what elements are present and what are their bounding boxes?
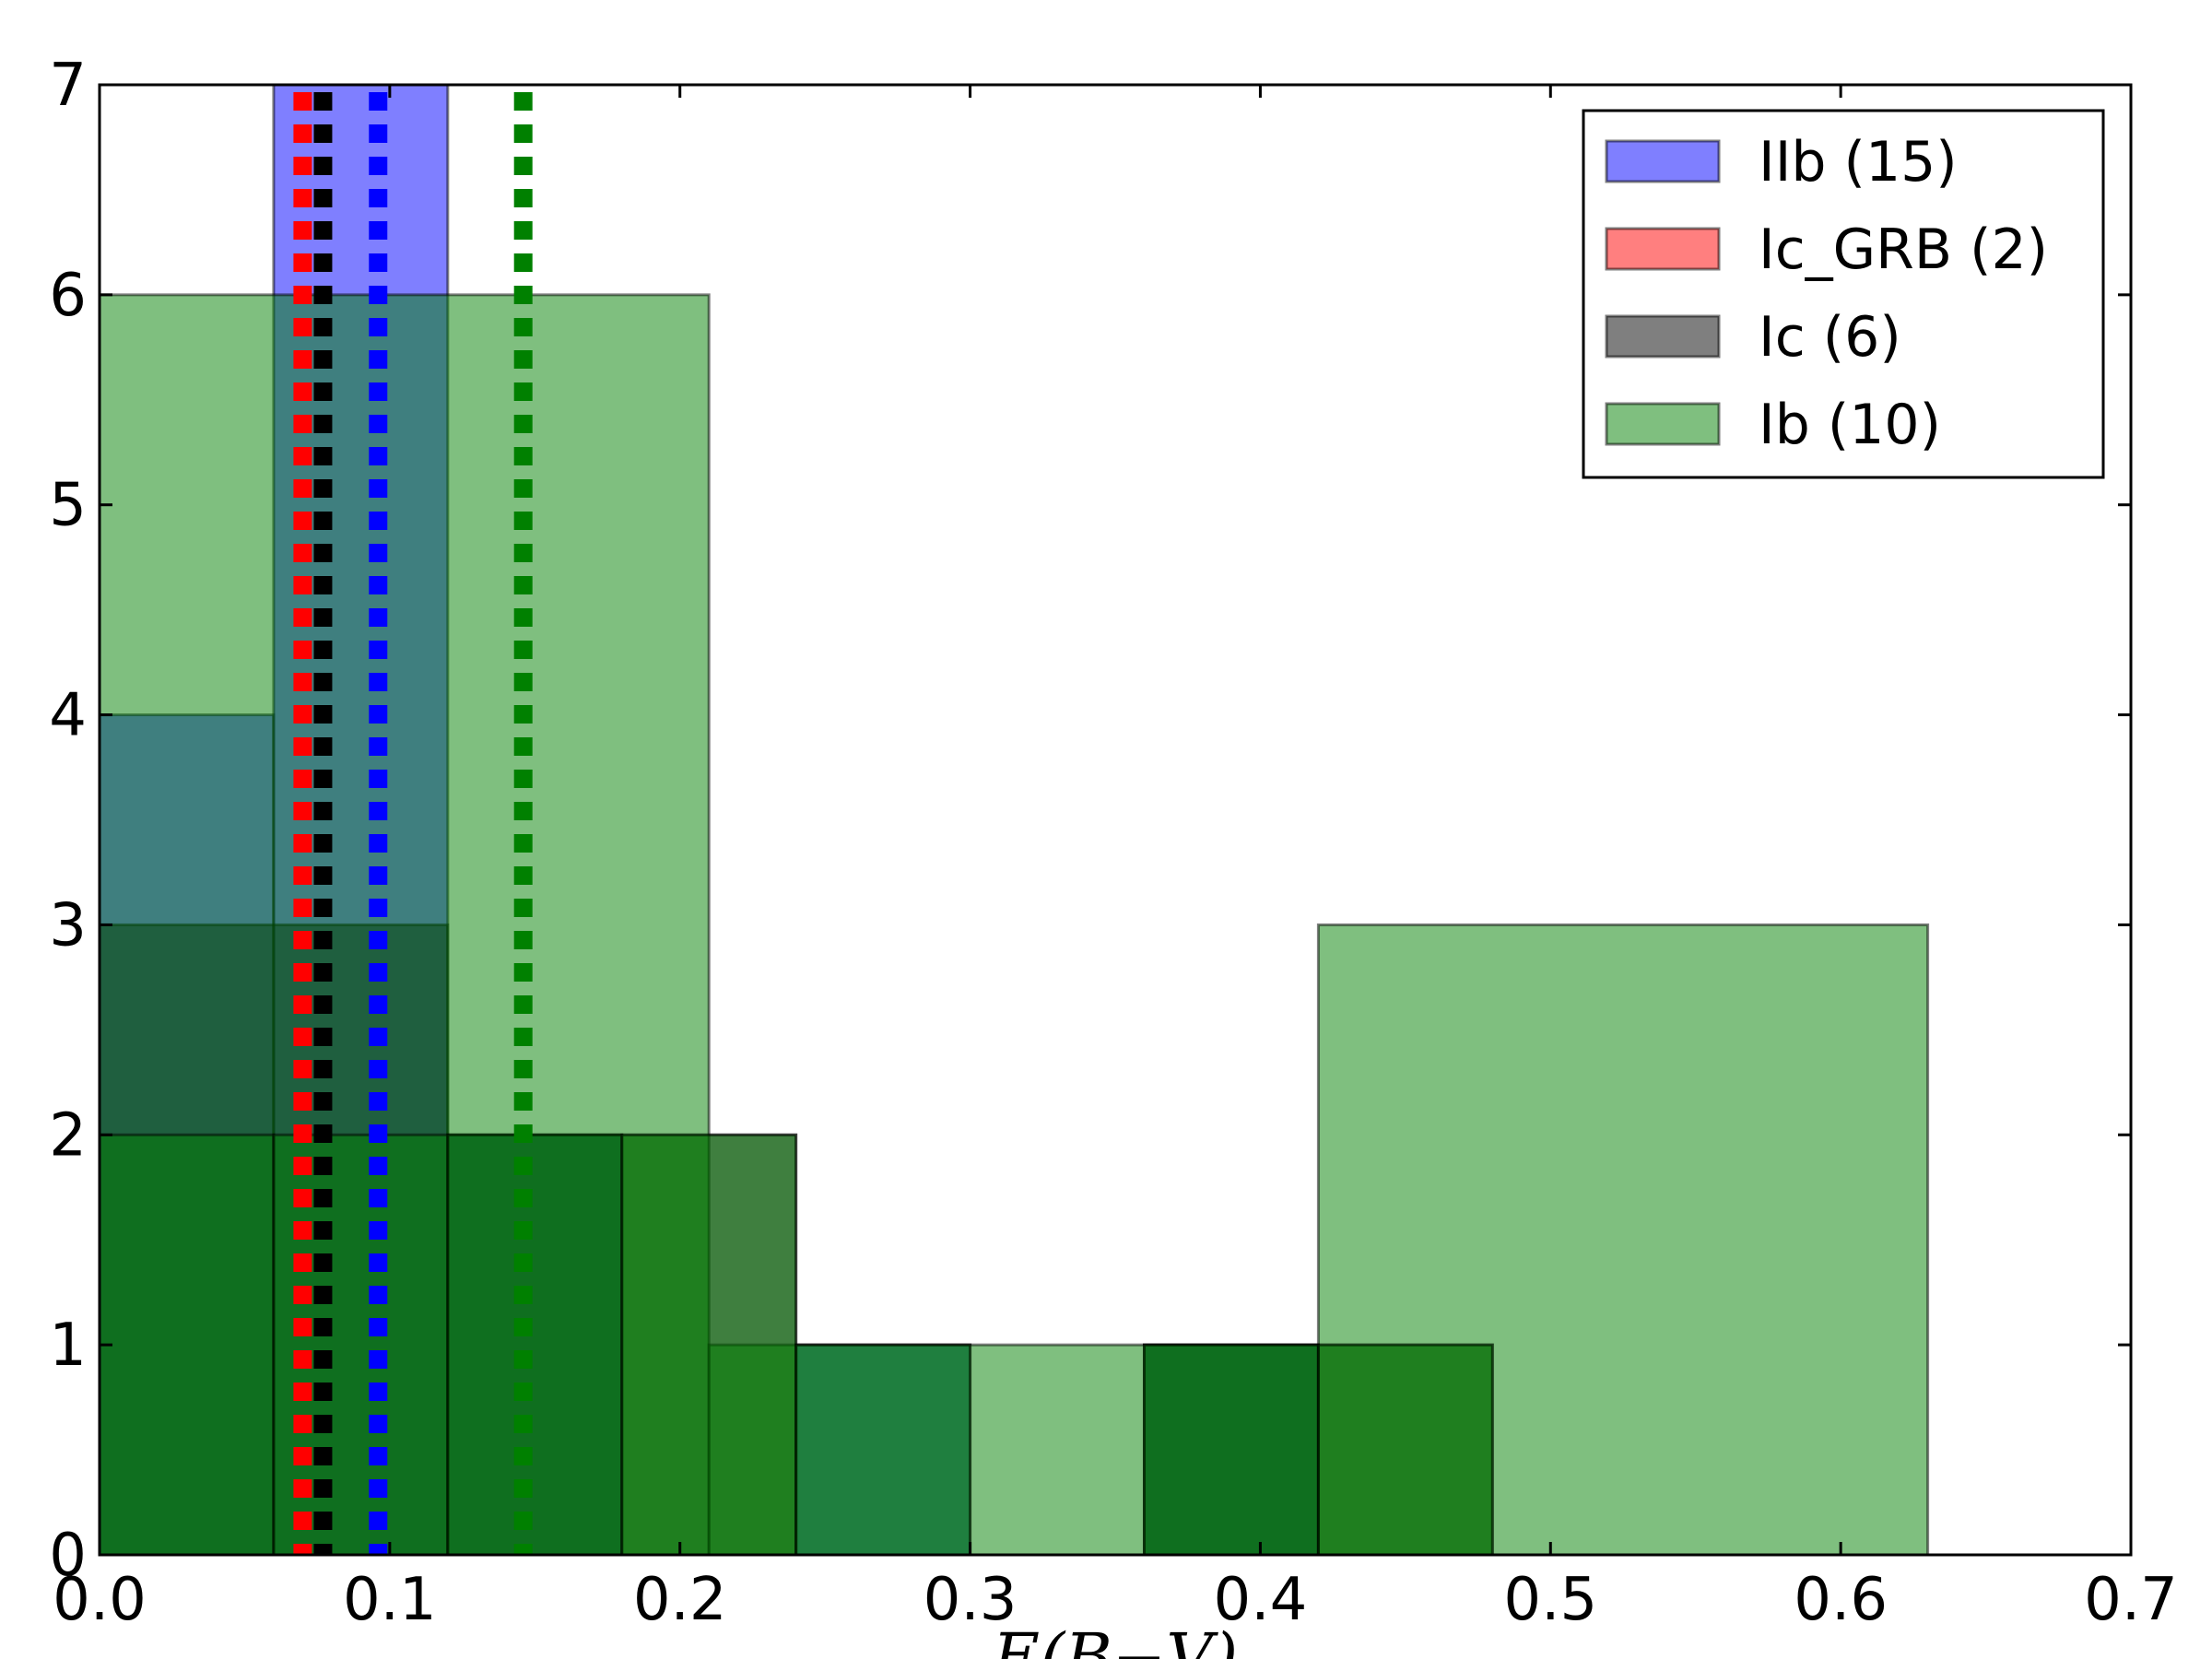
- legend-label: IIb (15): [1759, 130, 1958, 194]
- y-tick-label: 6: [49, 262, 87, 330]
- x-tick-label: 0.6: [1794, 1566, 1888, 1634]
- y-tick-label: 7: [49, 52, 87, 120]
- histogram-bar: [446, 1133, 624, 1557]
- legend-label: Ib (10): [1759, 393, 1941, 457]
- legend-label: Ic (6): [1759, 305, 1901, 370]
- legend-label: Ic_GRB (2): [1759, 218, 2048, 282]
- legend: IIb (15) Ic_GRB (2) Ic (6) Ib (10): [1582, 109, 2105, 479]
- x-tick-label: 0.4: [1214, 1566, 1308, 1634]
- legend-swatch: [1605, 227, 1721, 271]
- x-axis-title: E(B−V): [991, 1619, 1238, 1659]
- legend-swatch: [1605, 314, 1721, 359]
- bars-layer: [98, 83, 1930, 1557]
- legend-swatch: [1605, 139, 1721, 183]
- histogram-bar: [1316, 923, 1930, 1557]
- histogram-bar: [620, 1133, 798, 1557]
- axis-ticks-layer: 0.0 0.1 0.2 0.3 0.4 0.5 0.6 0.7 0 1 2 3 4 5 6 7: [49, 52, 2178, 1634]
- x-tick-label: 0.3: [924, 1566, 1018, 1634]
- y-tick-label: 3: [49, 891, 87, 959]
- x-tick-label: 0.7: [2084, 1566, 2178, 1634]
- histogram-bar: [794, 1343, 972, 1557]
- histogram-bar: [98, 1133, 276, 1557]
- y-tick-label: 4: [49, 682, 87, 750]
- x-tick-label: 0.2: [633, 1566, 727, 1634]
- median-lines-layer: [293, 92, 533, 1555]
- x-tick-label: 0.1: [343, 1566, 437, 1634]
- x-tick-label: 0.5: [1503, 1566, 1597, 1634]
- histogram-bar: [1142, 1343, 1320, 1557]
- y-tick-label: 2: [49, 1101, 87, 1170]
- x-tick-label: 0.0: [53, 1566, 147, 1634]
- y-tick-label: 5: [49, 472, 87, 540]
- y-tick-label: 0: [49, 1522, 87, 1590]
- histogram-bar: [1316, 1343, 1494, 1557]
- legend-swatch: [1605, 402, 1721, 446]
- plot-frame: [98, 83, 2133, 1557]
- y-tick-label: 1: [49, 1312, 87, 1380]
